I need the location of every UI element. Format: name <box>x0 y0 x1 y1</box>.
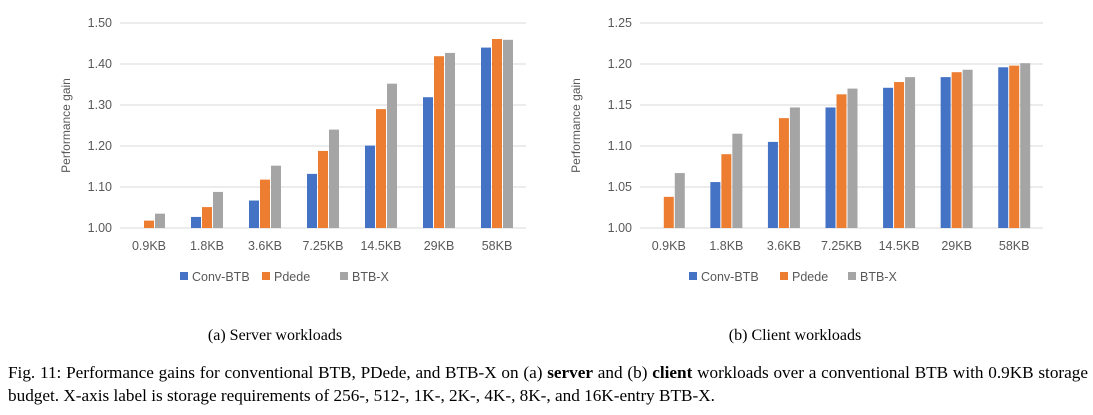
server-x-tick-label: 58KB <box>482 239 513 253</box>
server-bar-pdede <box>318 150 328 228</box>
server-bar-conv-btb <box>481 47 491 228</box>
server-legend-label: BTB-X <box>352 270 389 284</box>
server-bar-conv-btb <box>423 97 433 229</box>
server-bar-pdede <box>434 56 444 229</box>
client-bar-btb-x <box>732 133 743 228</box>
server-bar-btb-x <box>387 83 397 229</box>
client-bar-conv-btb <box>825 107 836 228</box>
client-y-tick-label: 1.05 <box>608 180 632 194</box>
client-bar-conv-btb <box>940 77 951 229</box>
client-legend-label: BTB-X <box>860 270 897 284</box>
client-bar-conv-btb <box>767 141 778 228</box>
client-bar-pdede <box>778 118 789 228</box>
subcaption-server: (a) Server workloads <box>207 327 343 344</box>
figure-caption-suffix: workloads over a conventional BTB with 0… <box>8 363 1088 405</box>
client-bar-pdede <box>836 94 847 228</box>
client-legend-label: Conv-BTB <box>701 270 759 284</box>
client-bar-conv-btb <box>710 182 721 228</box>
client-x-tick-label: 0.9KB <box>652 239 686 253</box>
server-legend-label: Pdede <box>274 270 310 284</box>
client-y-axis-title: Performance gain <box>569 78 583 173</box>
client-legend-swatch <box>780 272 788 280</box>
server-bar-pdede <box>144 220 154 228</box>
server-legend-swatch <box>340 272 348 280</box>
server-x-tick-label: 0.9KB <box>132 239 166 253</box>
server-x-tick-label: 7.25KB <box>302 239 343 253</box>
server-bar-pdede <box>260 179 270 228</box>
server-y-tick-label: 1.50 <box>88 16 112 30</box>
server-bar-conv-btb <box>249 200 259 228</box>
client-y-tick-label: 1.10 <box>608 139 632 153</box>
figure-charts: 1.00 1.10 1.20 1.30 1.40 1.50 0.9KB 1.8KB 3.6KB 7… <box>59 16 1043 284</box>
client-x-tick-label: 7.25KB <box>821 239 862 253</box>
server-bar-conv-btb <box>191 216 201 228</box>
client-y-tick-label: 1.20 <box>608 57 632 71</box>
server-bar-btb-x <box>155 213 165 228</box>
server-bar-conv-btb <box>365 145 375 228</box>
client-bar-pdede <box>663 196 674 228</box>
server-x-tick-label: 14.5KB <box>360 239 401 253</box>
client-bar-pdede <box>1009 65 1020 228</box>
server-bar-btb-x <box>213 191 223 228</box>
client-bar-conv-btb <box>883 87 894 228</box>
server-y-tick-label: 1.20 <box>88 139 112 153</box>
client-x-tick-label: 3.6KB <box>767 239 801 253</box>
server-x-tick-label: 3.6KB <box>248 239 282 253</box>
client-x-tick-label: 29KB <box>941 239 972 253</box>
subcaption-client: (b) Client workloads <box>728 327 862 344</box>
server-legend-swatch <box>262 272 270 280</box>
server-legend-label: Conv-BTB <box>192 270 250 284</box>
server-bar-btb-x <box>503 39 513 229</box>
client-bar-pdede <box>721 154 732 228</box>
figure-caption-bold-server: server <box>547 363 594 382</box>
server-bar-conv-btb <box>307 173 317 228</box>
server-legend-swatch <box>180 272 188 280</box>
server-x-tick-label: 29KB <box>424 239 455 253</box>
server-bar-btb-x <box>445 52 455 229</box>
client-bar-btb-x <box>789 107 800 228</box>
server-y-tick-label: 1.40 <box>88 57 112 71</box>
client-y-tick-label: 1.15 <box>608 98 632 112</box>
server-y-tick-label: 1.10 <box>88 180 112 194</box>
client-bar-btb-x <box>674 173 685 228</box>
figure-caption: Fig. 11: Performance gains for conventio… <box>8 361 1088 407</box>
figure-caption-mid: and (b) <box>593 363 653 382</box>
server-bar-btb-x <box>329 129 339 228</box>
client-bar-btb-x <box>1020 63 1031 229</box>
client-bar-pdede <box>894 82 905 228</box>
server-y-tick-label: 1.00 <box>88 221 112 235</box>
server-y-axis-title: Performance gain <box>59 78 73 173</box>
figure-caption-prefix: Fig. 11: Performance gains for conventio… <box>8 363 548 382</box>
client-legend-swatch <box>848 272 856 280</box>
client-legend-label: Pdede <box>792 270 828 284</box>
server-bar-btb-x <box>271 165 281 228</box>
client-bar-btb-x <box>962 69 973 229</box>
client-bar-conv-btb <box>998 67 1009 228</box>
client-bar-btb-x <box>905 77 916 229</box>
server-bar-pdede <box>202 207 212 228</box>
client-x-tick-label: 1.8KB <box>709 239 743 253</box>
server-bar-pdede <box>492 38 502 228</box>
server-x-tick-label: 1.8KB <box>190 239 224 253</box>
client-y-tick-label: 1.25 <box>608 16 632 30</box>
figure-caption-bold-client: client <box>652 363 693 382</box>
client-y-tick-label: 1.00 <box>608 221 632 235</box>
client-legend-swatch <box>689 272 697 280</box>
server-y-tick-label: 1.30 <box>88 98 112 112</box>
client-x-tick-label: 58KB <box>999 239 1030 253</box>
client-x-tick-label: 14.5KB <box>879 239 920 253</box>
client-bar-pdede <box>951 72 962 228</box>
server-bar-pdede <box>376 109 386 228</box>
client-bar-btb-x <box>847 88 858 228</box>
